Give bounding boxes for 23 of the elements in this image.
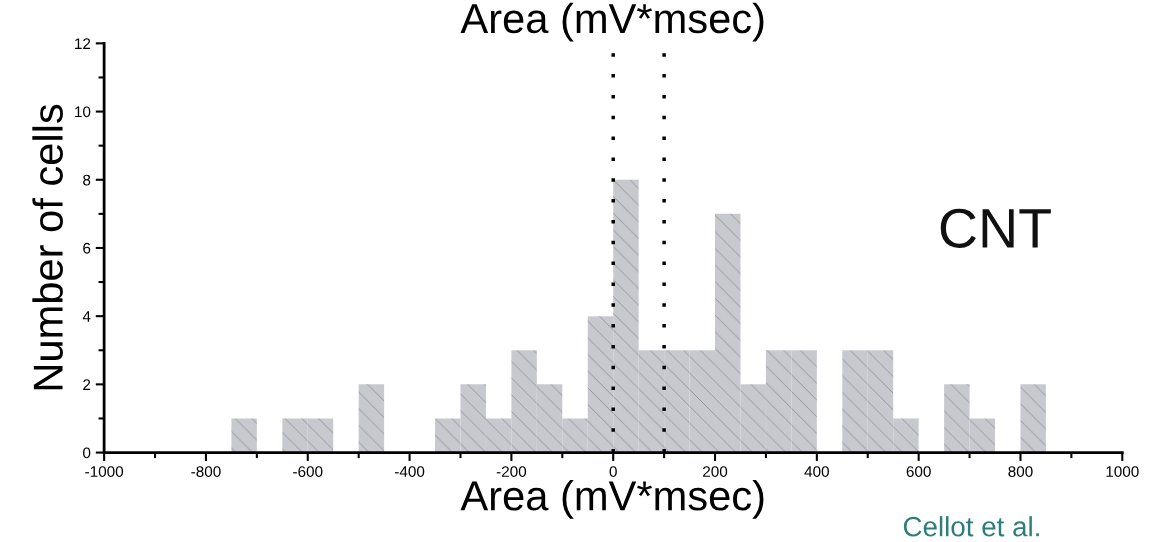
x-tick-label: 1000: [1106, 466, 1139, 477]
x-tick-label: 0: [609, 466, 617, 477]
y-tick-label: 8: [83, 174, 91, 186]
x-tick-label: -800: [191, 466, 221, 477]
x-tick-label: -400: [394, 466, 425, 477]
y-tick-label: 0: [83, 447, 91, 459]
x-tick-label: 800: [1008, 466, 1033, 477]
chart-title: Area (mV*msec): [460, 2, 764, 42]
x-tick-label: 600: [906, 466, 931, 477]
x-tick-label: -200: [496, 466, 527, 477]
x-tick-label: -600: [293, 466, 323, 477]
annotation: CNT: [940, 208, 1051, 248]
x-tick-label: -1000: [85, 466, 124, 477]
y-tick-label: 4: [82, 311, 91, 322]
y-tick-label: 2: [83, 379, 91, 390]
text: Cellot et al.: [903, 516, 1039, 537]
y-tick-label: 12: [75, 38, 91, 49]
y-tick-label: 6: [83, 242, 91, 254]
x-tick-label: 400: [804, 466, 829, 477]
x-tick-label: 200: [703, 466, 728, 477]
y-tick-label: 10: [75, 106, 91, 118]
y-axis-title: Number of cells: [32, 104, 63, 390]
x-axis-title: Area (mV*msec): [460, 480, 764, 519]
